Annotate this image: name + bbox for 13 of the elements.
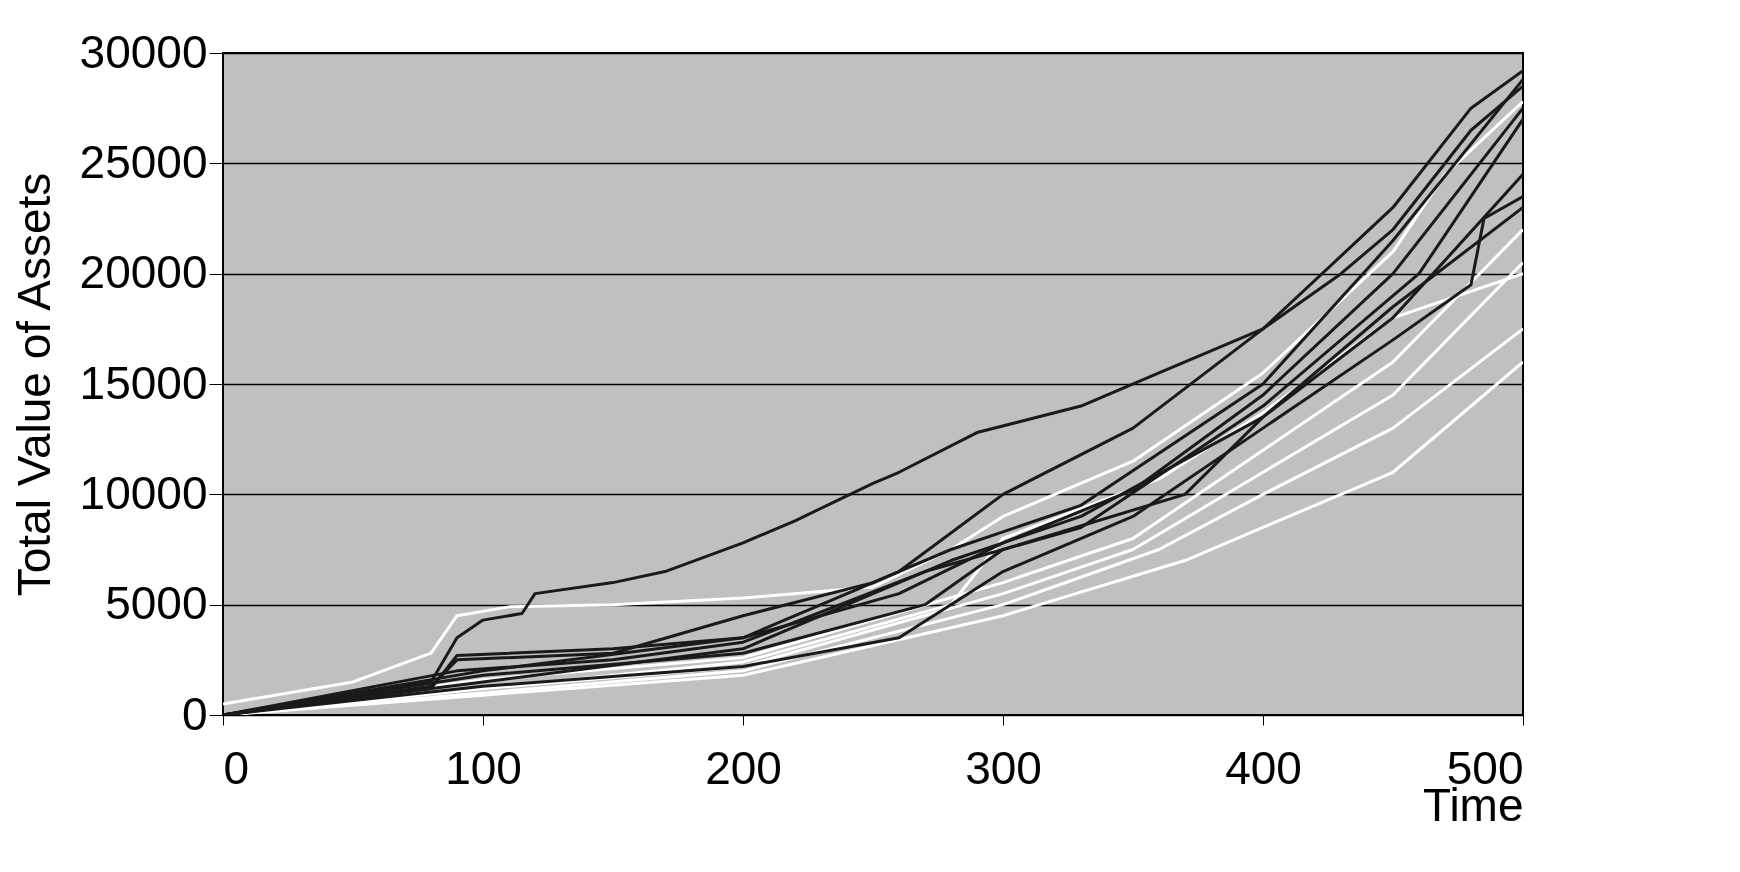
y-tick-label: 5000 xyxy=(105,577,208,630)
x-tick-label: 0 xyxy=(223,741,250,794)
y-tick-label: 15000 xyxy=(79,356,208,409)
x-tick-label: 300 xyxy=(965,741,1042,794)
y-tick-label: 25000 xyxy=(79,135,208,188)
x-tick-label: 100 xyxy=(445,741,522,794)
x-tick-label: 400 xyxy=(1225,741,1302,794)
y-tick-label: 20000 xyxy=(79,246,208,299)
y-tick-label: 10000 xyxy=(79,466,208,519)
y-tick-label: 0 xyxy=(181,687,208,740)
y-axis-title: Total Value of Assets xyxy=(7,172,60,597)
x-tick-label: 200 xyxy=(705,741,782,794)
y-tick-label: 30000 xyxy=(79,25,208,78)
